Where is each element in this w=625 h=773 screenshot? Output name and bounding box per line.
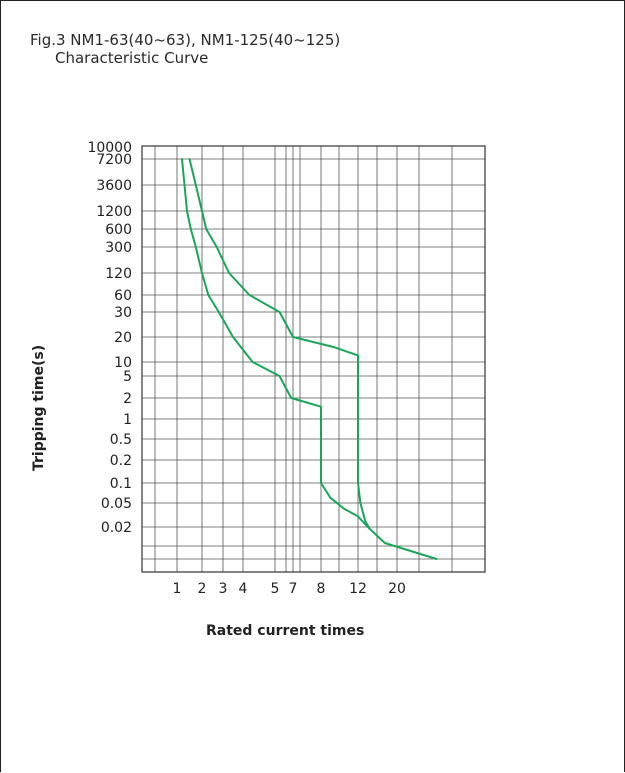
y-tick-label: 0.1	[110, 476, 132, 492]
x-tick-label: 7	[289, 581, 298, 597]
x-tick-label: 2	[198, 581, 207, 597]
characteristic-chart: 10000720036001200600300120603020105210.5…	[87, 140, 486, 597]
trip-curve-1	[181, 158, 438, 560]
x-tick-label: 5	[271, 581, 280, 597]
chart-title: Fig.3 NM1-63(40~63), NM1-125(40~125)	[30, 31, 341, 49]
y-tick-label: 3600	[96, 178, 132, 194]
y-tick-label: 30	[114, 305, 132, 321]
y-tick-label: 600	[105, 222, 132, 238]
y-tick-label: 7200	[96, 152, 132, 168]
x-tick-label: 1	[173, 581, 182, 597]
y-tick-label: 0.5	[110, 432, 132, 448]
y-tick-label: 1	[123, 412, 132, 428]
y-tick-label: 0.02	[101, 520, 132, 536]
x-tick-label: 12	[349, 581, 367, 597]
x-tick-label: 20	[388, 581, 406, 597]
y-tick-label: 5	[123, 369, 132, 385]
y-tick-label: 120	[105, 266, 132, 282]
y-tick-label: 60	[114, 288, 132, 304]
x-tick-label: 4	[239, 581, 248, 597]
trip-curve-2	[188, 158, 370, 528]
y-tick-label: 10000	[87, 140, 132, 156]
plot-frame	[141, 145, 486, 573]
y-tick-label: 0.2	[110, 453, 132, 469]
x-axis-label: Rated current times	[206, 623, 365, 639]
x-tick-label: 8	[317, 581, 326, 597]
y-tick-label: 1200	[96, 204, 132, 220]
chart-subtitle: Characteristic Curve	[55, 49, 209, 67]
y-tick-label: 20	[114, 330, 132, 346]
y-tick-label: 300	[105, 240, 132, 256]
y-tick-label: 0.05	[101, 496, 132, 512]
y-tick-label: 10	[114, 355, 132, 371]
x-tick-label: 3	[219, 581, 228, 597]
y-tick-label: 2	[123, 391, 132, 407]
y-axis-label: Tripping time(s)	[31, 344, 47, 471]
